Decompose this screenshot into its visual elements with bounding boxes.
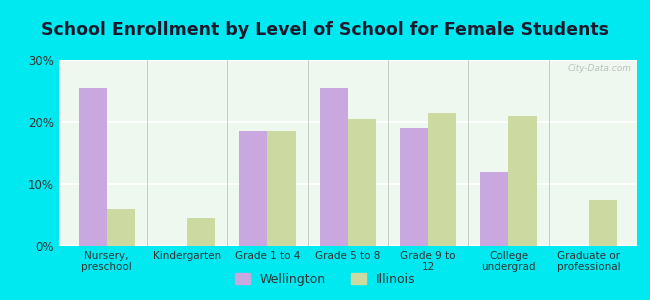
Text: School Enrollment by Level of School for Female Students: School Enrollment by Level of School for… bbox=[41, 21, 609, 39]
Bar bbox=[187, 218, 215, 246]
Bar bbox=[508, 116, 536, 246]
Bar bbox=[348, 119, 376, 246]
Legend: Wellington, Illinois: Wellington, Illinois bbox=[229, 268, 421, 291]
Bar bbox=[267, 131, 296, 246]
Bar bbox=[400, 128, 428, 246]
Bar bbox=[428, 113, 456, 246]
Bar bbox=[480, 172, 508, 246]
Bar bbox=[107, 209, 135, 246]
Bar bbox=[589, 200, 617, 246]
Text: City-Data.com: City-Data.com bbox=[567, 64, 631, 73]
Bar bbox=[79, 88, 107, 246]
Bar bbox=[239, 131, 267, 246]
Bar bbox=[320, 88, 348, 246]
